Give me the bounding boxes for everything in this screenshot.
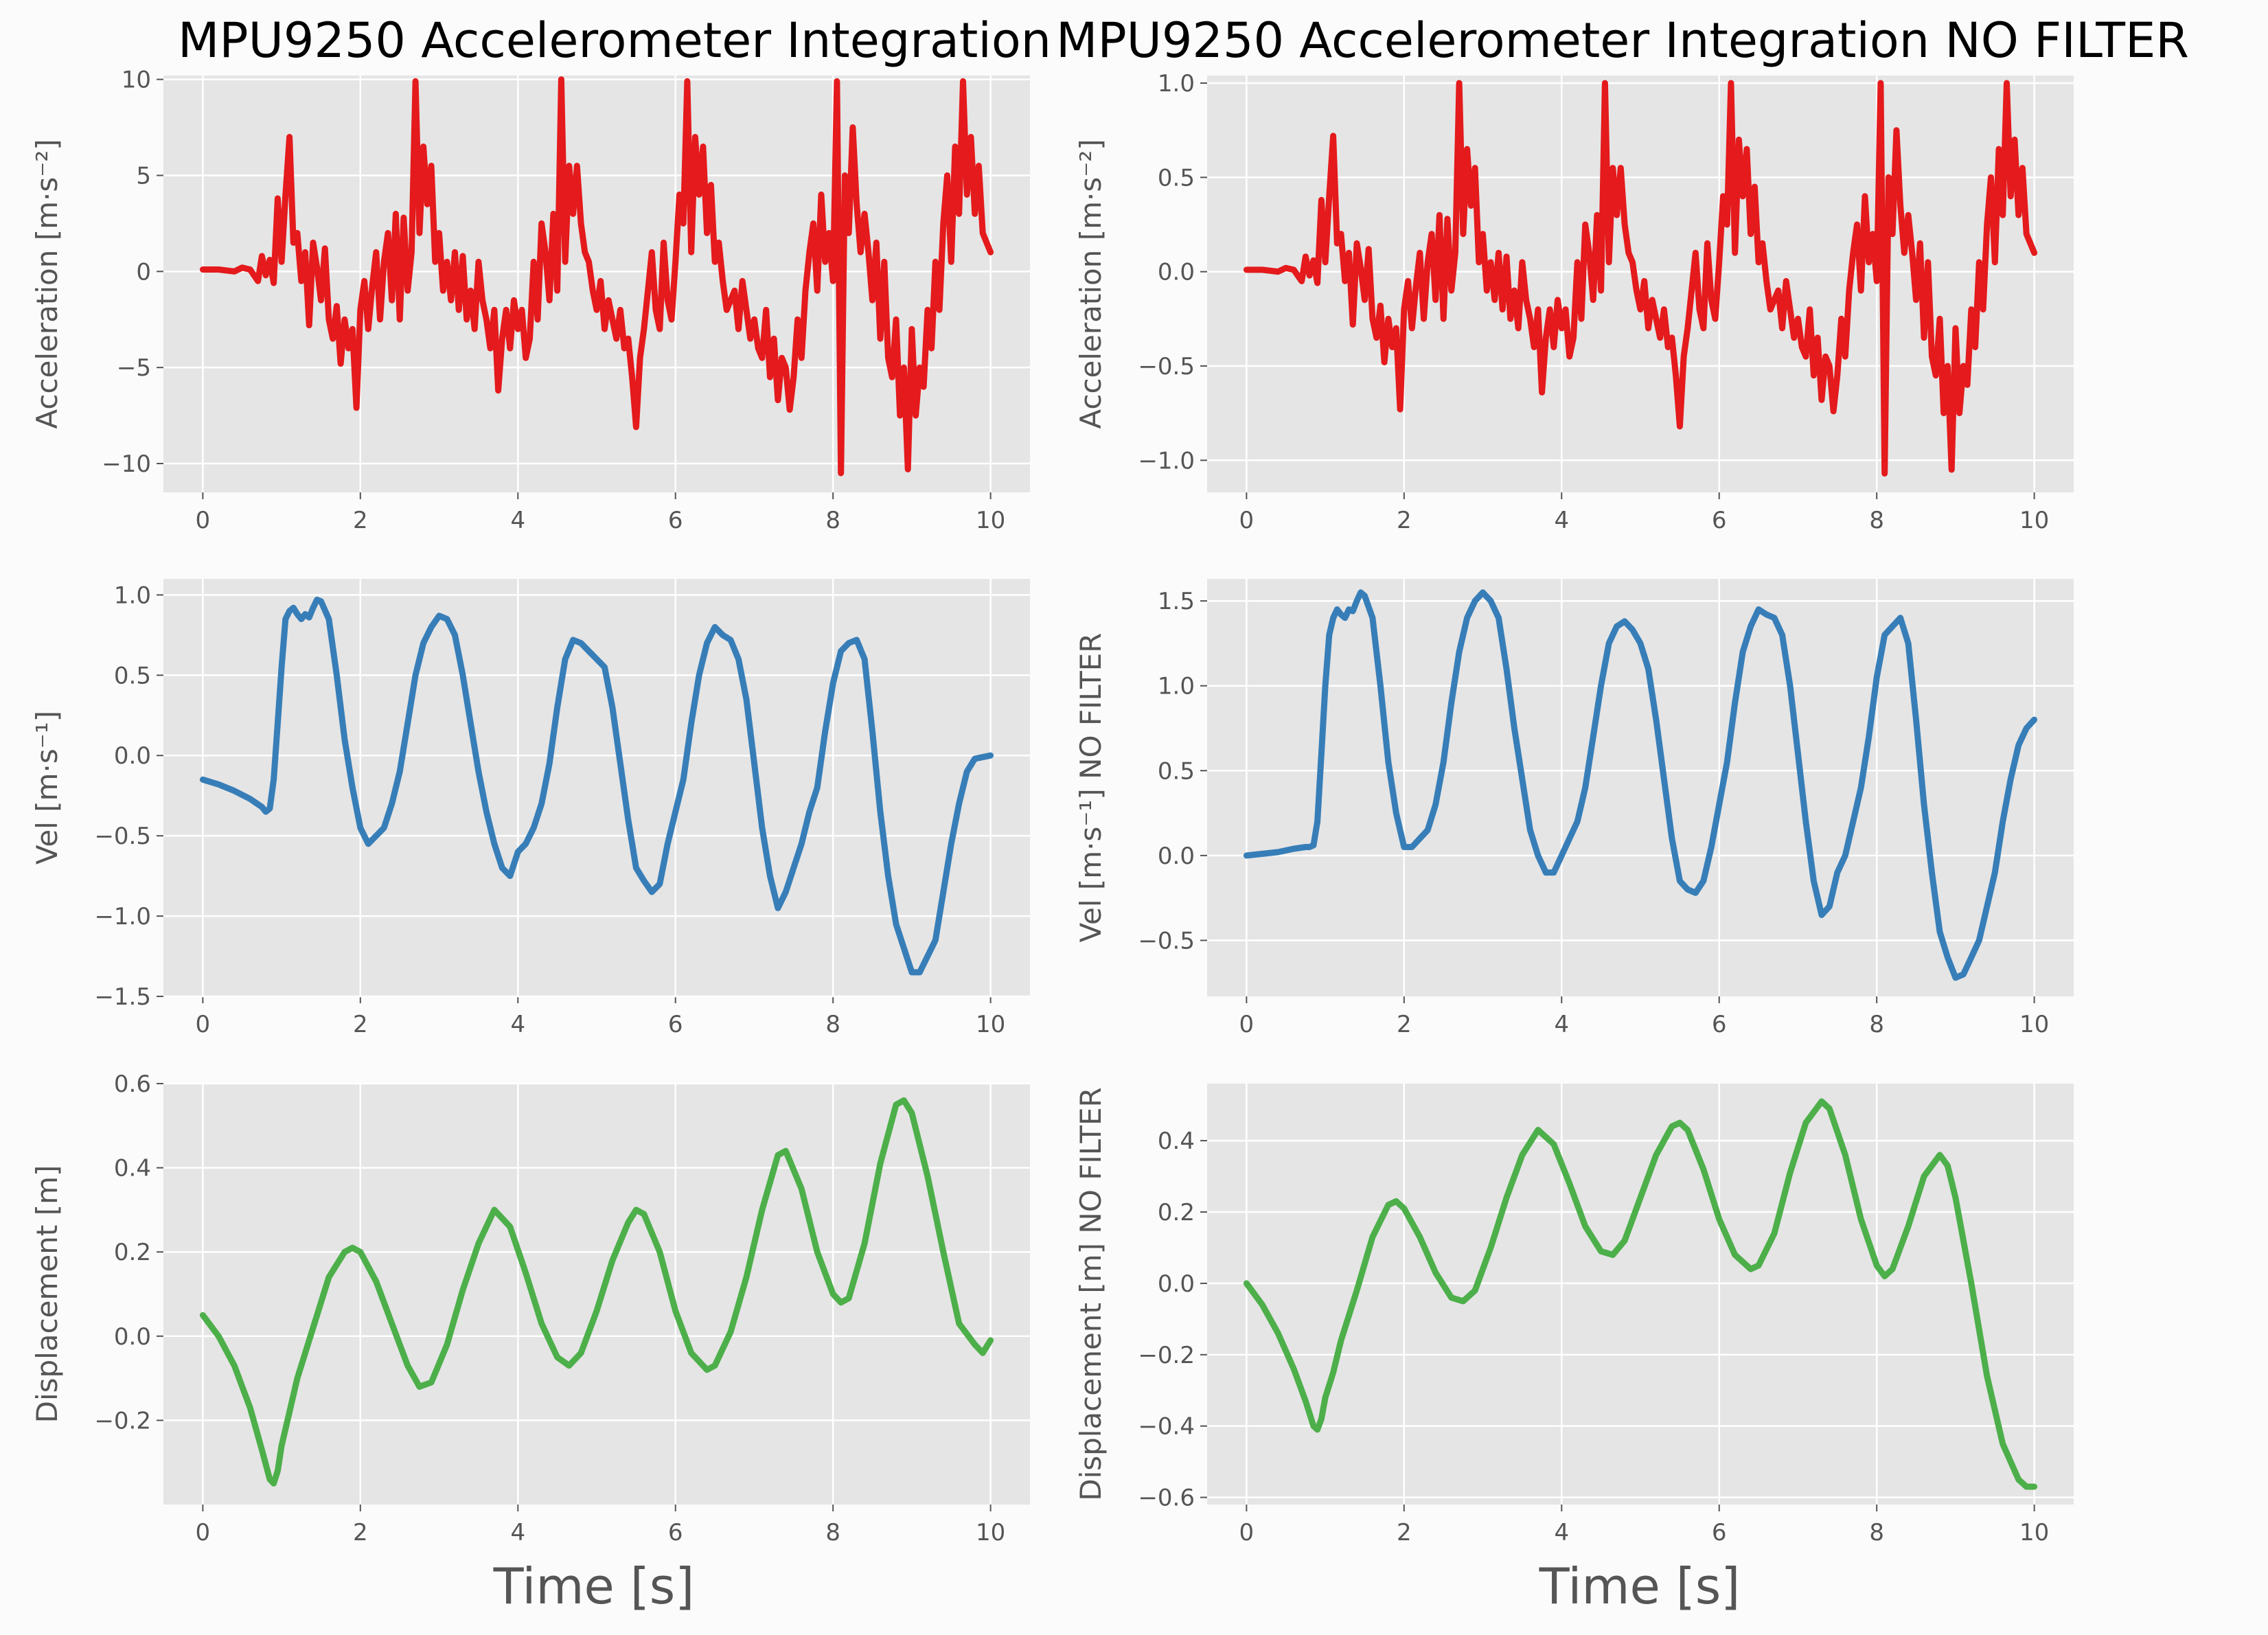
x-tick-label: 10: [976, 507, 1005, 534]
y-tick-label: 1.0: [114, 582, 151, 609]
y-tick-label: 5: [136, 162, 151, 190]
y-tick-label: 0.5: [1158, 757, 1195, 785]
x-tick-label: 2: [1397, 1011, 1412, 1038]
y-tick-label: −0.5: [1138, 353, 1195, 380]
x-tick-label: 2: [353, 507, 368, 534]
y-tick-label: 1.0: [1158, 70, 1195, 98]
x-tick-label: 6: [668, 1519, 683, 1546]
subplot-accel-nofilter: 0 2 4 6 8 10 −1.0 −0.5 0.0 0.5 1.0 Acceleration [m·…: [1074, 70, 2074, 534]
x-tick-label: 4: [510, 1011, 525, 1038]
x-tick-label: 8: [1869, 507, 1884, 534]
y-tick-label: 10: [122, 67, 151, 94]
plot-area-disp-nofilter: [1207, 1084, 2074, 1505]
subplot-accel-filtered: 0 2 4 6 8 10 −10 −5 0 5 10 Acceleration [m·s⁻²]: [30, 67, 1030, 534]
y-tick-label: 0.5: [1158, 164, 1195, 192]
y-axis-label-disp-filtered: Displacement [m]: [30, 1165, 64, 1424]
y-tick-label: 0.0: [114, 742, 151, 770]
x-tick-label: 2: [353, 1519, 368, 1546]
x-tick-label: 8: [1869, 1519, 1884, 1546]
subplot-grid: 0 2 4 6 8 10 −10 −5 0 5 10 Acceleration [m·s⁻²] 0 2 4 6…: [30, 67, 2074, 1546]
series-line-disp-nofilter: [1243, 1098, 2038, 1490]
y-tick-label: −1.5: [94, 983, 151, 1011]
y-tick-label: 0.2: [1158, 1199, 1195, 1226]
series-line-accel-nofilter: [1243, 80, 2038, 477]
series-line-disp-filtered: [199, 1097, 994, 1487]
x-tick-label: 8: [825, 1011, 840, 1038]
x-tick-label: 2: [1397, 507, 1412, 534]
y-tick-label: −0.5: [1138, 927, 1195, 954]
x-tick-label: 4: [510, 1519, 525, 1546]
x-tick-label: 4: [1554, 1519, 1569, 1546]
plot-area-disp-filtered: [163, 1084, 1030, 1505]
column-title-filtered: MPU9250 Accelerometer Integration: [178, 12, 1051, 69]
y-axis-label-vel-filtered: Vel [m·s⁻¹]: [30, 711, 64, 865]
y-tick-label: −0.5: [94, 823, 151, 850]
y-axis-label-accel-filtered: Acceleration [m·s⁻²]: [30, 139, 64, 428]
subplot-vel-nofilter: 0 2 4 6 8 10 −0.5 0.0 0.5 1.0 1.5 Vel [m·s⁻¹] NO FI…: [1074, 579, 2074, 1038]
x-tick-label: 10: [2019, 507, 2049, 534]
x-tick-label: 0: [1239, 1011, 1255, 1038]
y-tick-label: −0.6: [1138, 1485, 1195, 1512]
y-tick-label: −0.4: [1138, 1413, 1195, 1441]
x-tick-label: 2: [1397, 1519, 1412, 1546]
y-tick-label: 0.4: [1158, 1128, 1195, 1155]
x-tick-label: 8: [825, 507, 840, 534]
y-tick-label: 0.5: [114, 662, 151, 689]
subplot-vel-filtered: 0 2 4 6 8 10 −1.5 −1.0 −0.5 0.0 0.5 1.0 Vel [m·s⁻¹]: [30, 579, 1030, 1038]
y-tick-label: 0: [136, 258, 151, 286]
x-tick-label: 10: [2019, 1011, 2049, 1038]
y-tick-label: −0.2: [94, 1407, 151, 1434]
x-tick-label: 6: [1712, 507, 1727, 534]
x-tick-label: 6: [1712, 1519, 1727, 1546]
x-tick-label: 4: [1554, 507, 1569, 534]
y-tick-label: 0.4: [114, 1155, 151, 1182]
x-tick-label: 10: [976, 1519, 1005, 1546]
y-axis-label-vel-nofilter: Vel [m·s⁻¹] NO FILTER: [1074, 633, 1108, 943]
x-tick-label: 8: [1869, 1011, 1884, 1038]
x-axis-title-right: Time [s]: [1539, 1557, 1741, 1615]
series-line-vel-nofilter: [1243, 589, 2038, 981]
subplot-disp-filtered: 0 2 4 6 8 10 −0.2 0.0 0.2 0.4 0.6 Displacement [m]: [30, 1071, 1030, 1546]
y-tick-label: 1.0: [1158, 673, 1195, 700]
x-axis-title-left: Time [s]: [493, 1557, 695, 1615]
y-tick-label: −1.0: [94, 903, 151, 930]
series-line-accel-filtered: [199, 76, 994, 477]
y-tick-label: 0.6: [114, 1071, 151, 1098]
plot-area-vel-filtered: [163, 579, 1030, 996]
x-tick-label: 10: [2019, 1519, 2049, 1546]
x-tick-label: 0: [196, 1519, 211, 1546]
subplot-disp-nofilter: 0 2 4 6 8 10 −0.6 −0.4 −0.2 0.0 0.2 0.4 Displacement…: [1074, 1084, 2074, 1546]
x-tick-label: 10: [976, 1011, 1005, 1038]
y-tick-label: −5: [117, 354, 151, 382]
x-tick-label: 0: [1239, 507, 1255, 534]
x-tick-label: 6: [668, 507, 683, 534]
x-tick-label: 0: [196, 507, 211, 534]
x-tick-label: 0: [196, 1011, 211, 1038]
y-tick-label: −1.0: [1138, 447, 1195, 475]
series-line-vel-filtered: [199, 596, 994, 976]
y-tick-label: 0.2: [114, 1239, 151, 1266]
x-tick-label: 4: [510, 507, 525, 534]
x-tick-label: 4: [1554, 1011, 1569, 1038]
x-tick-label: 6: [1712, 1011, 1727, 1038]
y-tick-label: 0.0: [114, 1323, 151, 1351]
y-tick-label: 1.5: [1158, 588, 1195, 615]
column-title-nofilter: MPU9250 Accelerometer Integration NO FIL…: [1056, 12, 2189, 69]
y-tick-label: 0.0: [1158, 843, 1195, 870]
x-tick-label: 8: [825, 1519, 840, 1546]
y-tick-label: −10: [102, 450, 151, 478]
y-tick-label: −0.2: [1138, 1342, 1195, 1369]
x-tick-label: 0: [1239, 1519, 1255, 1546]
y-tick-label: 0.0: [1158, 259, 1195, 286]
plot-area-accel-nofilter: [1207, 76, 2074, 492]
y-axis-label-accel-nofilter: Acceleration [m·s⁻²]: [1074, 139, 1108, 428]
y-tick-label: 0.0: [1158, 1270, 1195, 1298]
x-tick-label: 2: [353, 1011, 368, 1038]
y-axis-label-disp-nofilter: Displacement [m] NO FILTER: [1074, 1087, 1108, 1500]
plot-area-accel-filtered: [163, 76, 1030, 492]
x-tick-label: 6: [668, 1011, 683, 1038]
